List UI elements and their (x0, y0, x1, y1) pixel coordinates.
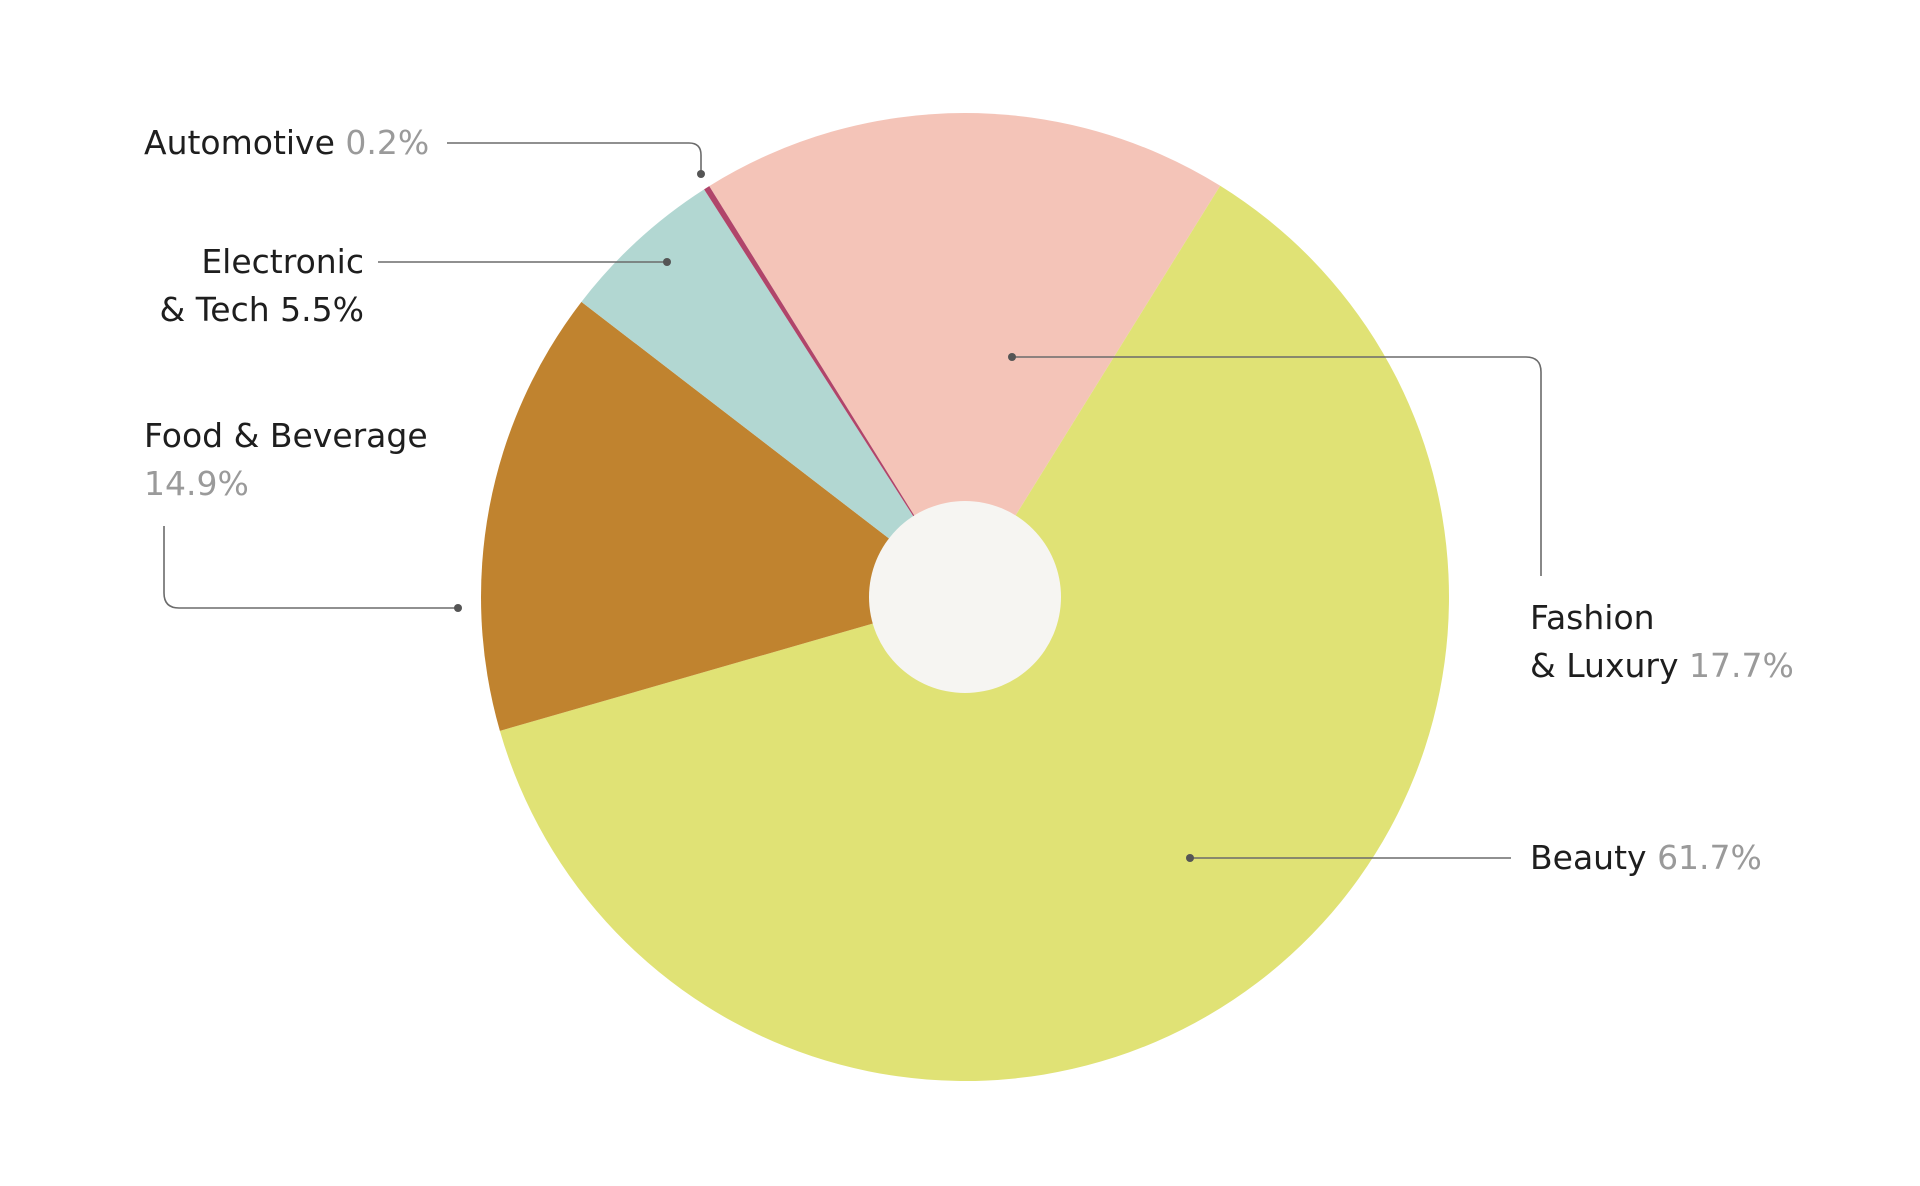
slice-label: Fashion & Luxury 17.7% (1530, 594, 1794, 690)
leader-line (163, 526, 458, 609)
value-label: 61.7% (1657, 838, 1762, 877)
category-label: Beauty (1530, 838, 1647, 877)
leader-line (1012, 356, 1542, 576)
category-label: Electronic & Tech (159, 242, 364, 329)
category-label: Automotive (144, 123, 335, 162)
slice-label: Beauty 61.7% (1530, 834, 1762, 882)
leader-dot (1186, 854, 1194, 862)
value-label: 14.9% (144, 464, 249, 503)
pie-hole (869, 501, 1061, 693)
pie-slice (709, 113, 1221, 597)
value-label: 17.7% (1688, 646, 1794, 685)
leader-dot (454, 604, 462, 612)
category-label: Food & Beverage (144, 416, 428, 455)
slice-label: Automotive 0.2% (144, 119, 429, 167)
slice-label: Electronic & Tech 5.5% (160, 238, 364, 334)
pie-slice (704, 186, 965, 597)
category-label: Fashion & Luxury (1530, 598, 1679, 685)
leader-dot (697, 170, 705, 178)
leader-dot (1008, 353, 1016, 361)
value-label: 0.2% (345, 123, 430, 162)
slice-label: Food & Beverage 14.9% (144, 412, 428, 508)
pie-slice (581, 189, 965, 597)
leader-dot (663, 258, 671, 266)
value-label: 5.5% (280, 290, 364, 329)
pie-slice (480, 301, 965, 731)
leader-line (447, 142, 702, 174)
